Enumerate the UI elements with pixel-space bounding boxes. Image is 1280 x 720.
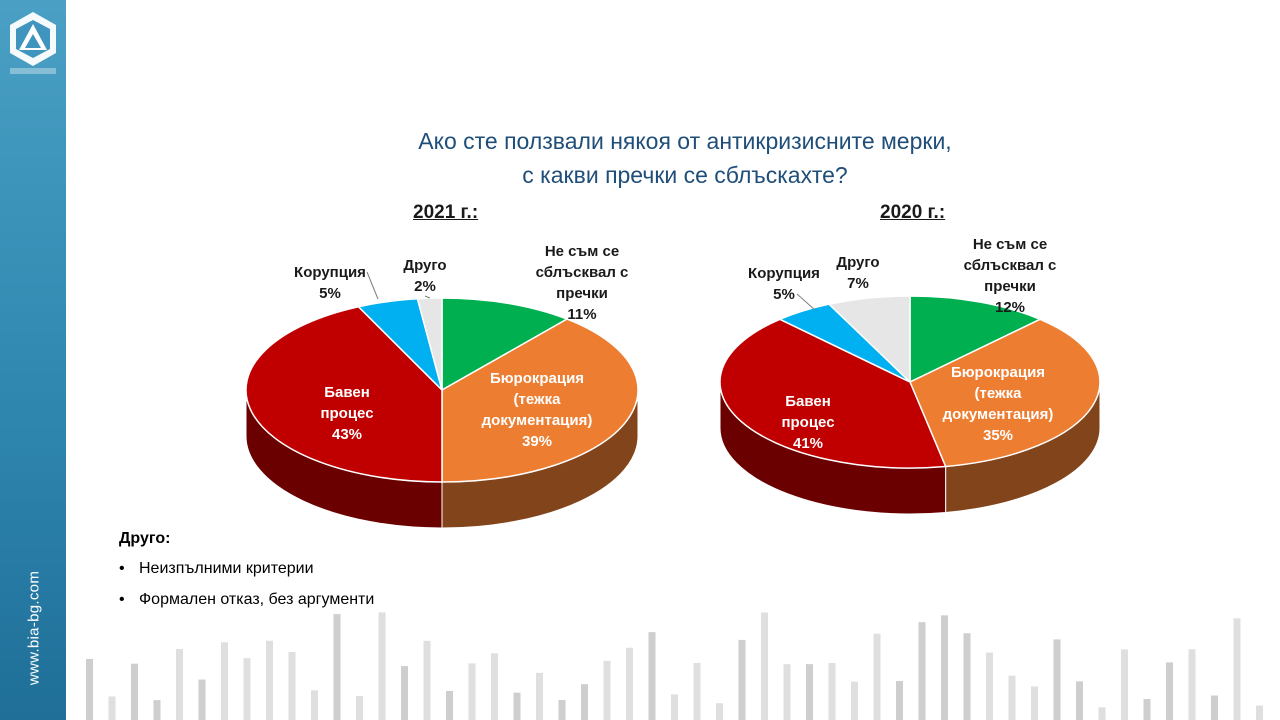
slide-title-line1: Ако сте ползвали някоя от антикризисните… <box>418 128 952 154</box>
decor-bar <box>941 615 948 720</box>
slide-title: Ако сте ползвали някоя от антикризисните… <box>330 124 1040 192</box>
decor-bar <box>1188 649 1196 720</box>
data-label-slow-process: Бавен процес 43% <box>320 384 373 443</box>
leader-line-corruption <box>366 271 379 300</box>
decor-bar <box>896 680 903 720</box>
decor-bar <box>1233 618 1241 720</box>
decor-bar <box>1098 707 1106 720</box>
data-label-no-obstacles: Не съм се сблъсквал с пречки 12% <box>964 236 1057 316</box>
decor-bar <box>1053 639 1061 720</box>
decor-bar <box>1076 681 1083 720</box>
pie-slice-other <box>827 295 911 384</box>
decor-bar <box>176 649 183 720</box>
decor-bar <box>626 647 633 720</box>
data-label-slow-process: Бавен процес 41% <box>781 393 834 452</box>
data-label-corruption: Корупция 5% <box>748 265 820 303</box>
decor-bar <box>1121 649 1128 720</box>
data-label-bureaucracy: Бюрокрация (тежка документация) 35% <box>943 364 1054 444</box>
decor-bar <box>671 694 678 720</box>
pie-slice-slow-process <box>719 318 947 469</box>
data-label-bureaucracy: Бюрокрация (тежка документация) 39% <box>482 370 593 450</box>
decor-bar <box>851 681 858 720</box>
decor-bar <box>288 651 296 720</box>
chart-2020-title: 2020 г.: <box>880 202 946 223</box>
decor-bar <box>446 690 453 720</box>
decor-bar <box>333 614 341 720</box>
decor-bar <box>648 632 656 720</box>
decor-bar <box>783 664 791 720</box>
other-heading: Друго: <box>119 530 171 547</box>
pie-slice-no-obstacles <box>441 297 569 392</box>
decor-bar <box>491 653 498 720</box>
decorative-bars <box>86 612 1263 720</box>
leader-line-other <box>424 295 431 299</box>
decor-bar <box>401 666 408 720</box>
decor-bar <box>738 639 746 720</box>
decor-bar <box>221 642 228 720</box>
decor-bar <box>1008 675 1016 720</box>
other-item-2-text: Формален отказ, без аргументи <box>139 591 375 608</box>
leader-line-corruption <box>796 293 816 311</box>
decor-bar <box>558 700 566 720</box>
decor-bar <box>1211 695 1218 720</box>
decor-bar <box>378 612 386 720</box>
data-label-other: Друго 2% <box>403 257 446 295</box>
decor-bar <box>986 652 993 720</box>
decor-bar <box>153 700 161 720</box>
decor-bar <box>198 679 206 720</box>
decor-bar <box>918 622 926 720</box>
decor-bar <box>266 640 273 720</box>
decor-bar <box>468 663 476 720</box>
decor-bar <box>423 640 431 720</box>
decor-bar <box>806 664 813 720</box>
decor-bar <box>311 690 318 720</box>
decor-bar <box>1031 686 1038 720</box>
bia-logo-icon <box>10 12 56 74</box>
decor-bar <box>1256 705 1263 720</box>
other-item-1-text: Неизпълними критерии <box>139 560 314 577</box>
pie-chart-1: Не съм се сблъсквал с пречки 12% Бюрокрация(… <box>719 236 1101 515</box>
pie-chart-0: Не съм се сблъсквал с пречки 11% Бюрокрация(… <box>245 243 639 529</box>
data-label-other: Друго 7% <box>836 254 879 292</box>
pie-slice-no-obstacles <box>909 295 1042 384</box>
decor-bar <box>108 696 116 720</box>
data-label-no-obstacles: Не съм се сблъсквал с пречки 11% <box>536 243 629 323</box>
pie-slice-bureaucracy <box>441 318 639 483</box>
chart-2021-title: 2021 г.: <box>413 202 479 223</box>
pie-slice-slow-process <box>245 305 443 483</box>
decor-bar <box>536 672 543 720</box>
decor-bar <box>1166 662 1173 720</box>
decor-bar <box>86 658 93 720</box>
decor-bar <box>243 658 251 720</box>
decor-bar <box>131 663 138 720</box>
slide-title-line2: с какви пречки се сблъскахте? <box>522 162 848 188</box>
decor-bar <box>603 660 611 720</box>
pie-slice-bureaucracy <box>909 318 1101 468</box>
decor-bar <box>716 703 723 720</box>
other-item-2: • Формален отказ, без аргументи <box>119 591 375 608</box>
decor-bar <box>1143 699 1151 720</box>
decor-bar <box>513 692 521 720</box>
decor-bar <box>581 684 588 720</box>
decor-bar <box>873 633 881 720</box>
decor-bar <box>693 662 701 720</box>
decor-bar <box>828 662 836 720</box>
decor-bar <box>963 633 971 720</box>
decor-bar <box>356 695 363 720</box>
sidebar: www.bia-bg.com <box>0 0 66 720</box>
other-item-1: • Неизпълними критерии <box>119 560 314 577</box>
decor-bar <box>761 612 768 720</box>
data-label-corruption: Корупция 5% <box>294 264 366 302</box>
